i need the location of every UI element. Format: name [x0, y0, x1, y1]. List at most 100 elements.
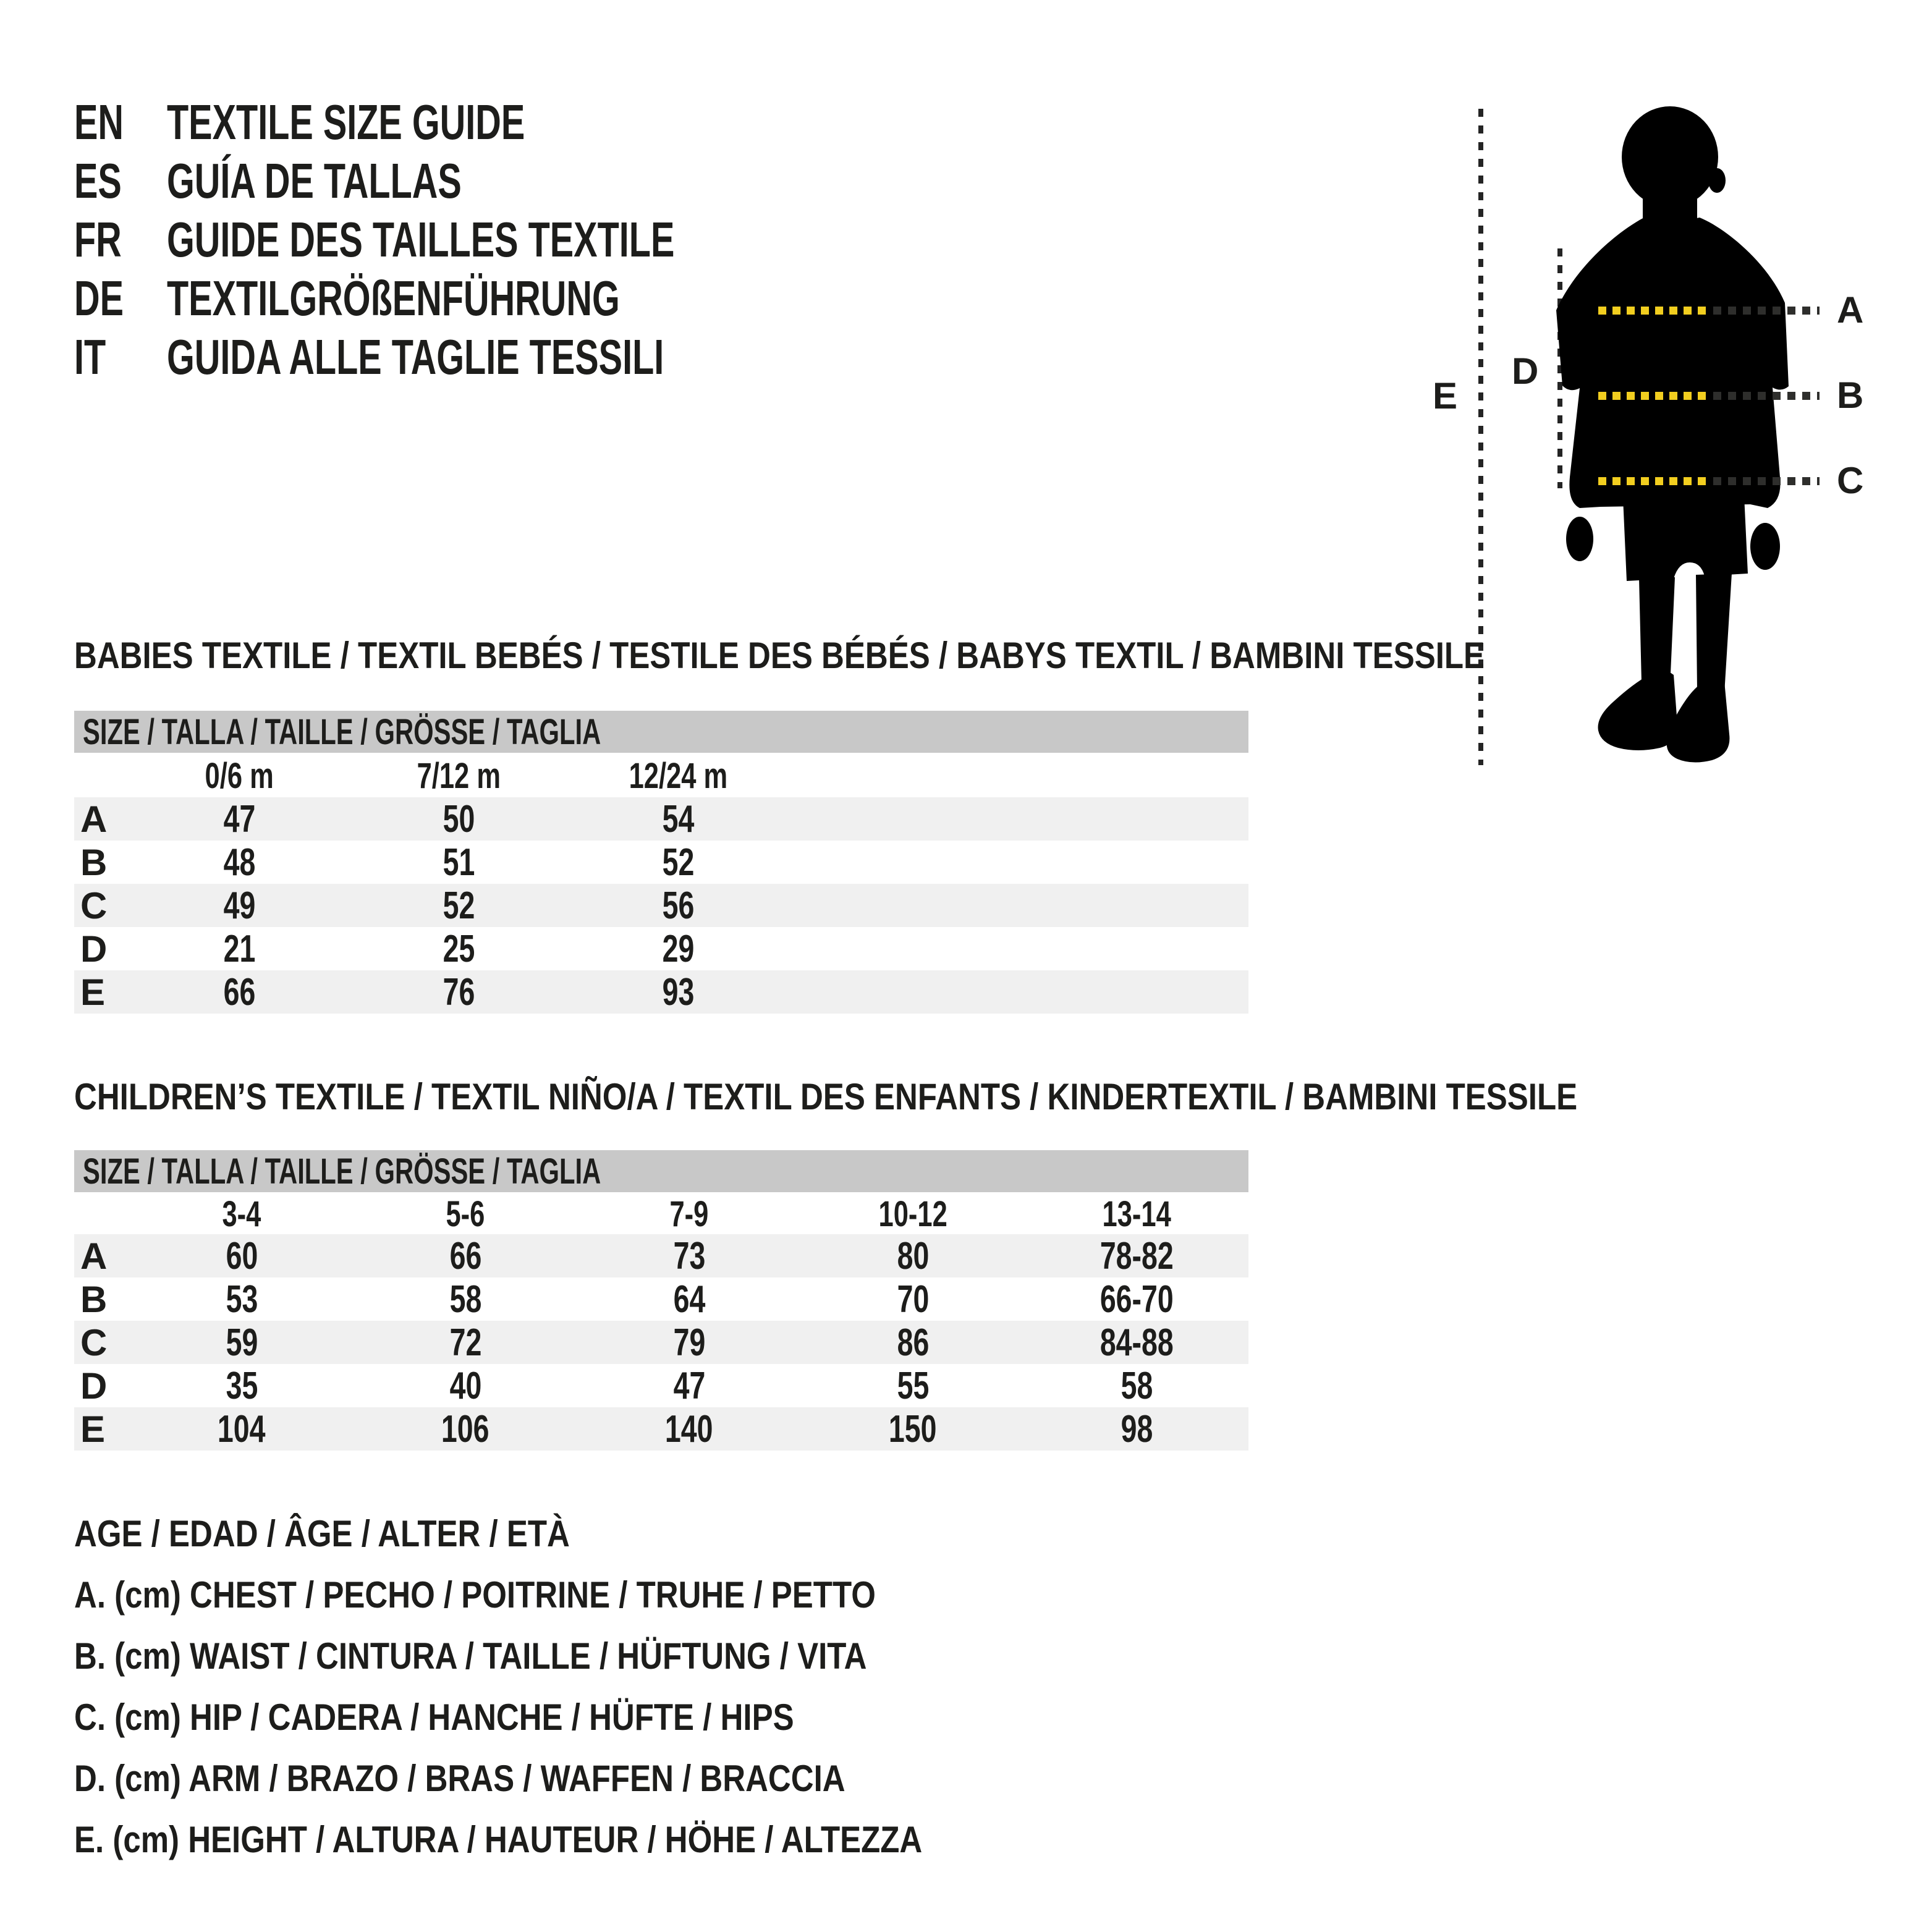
table-row: D 21 25 29 [74, 927, 1248, 970]
legend-line-text: B. (cm) WAIST / CINTURA / TAILLE / HÜFTU… [74, 1635, 867, 1677]
size-cell: 29 [569, 927, 788, 971]
size-cell: 58 [1025, 1364, 1248, 1408]
size-cell: 80 [801, 1234, 1025, 1278]
babies-section-title-text: BABIES TEXTILE / TEXTIL BEBÉS / TESTILE … [74, 635, 1485, 676]
column-header: 7/12 m [349, 755, 569, 797]
column-header: 13-14 [1025, 1193, 1248, 1235]
language-code: EN [74, 94, 124, 150]
column-header-text: 7/12 m [417, 756, 501, 796]
column-header-text: 12/24 m [629, 756, 728, 796]
arm-measure-line [1557, 248, 1562, 488]
row-label: D [80, 1365, 108, 1407]
size-value: 48 [223, 841, 256, 884]
size-cell: 49 [130, 884, 349, 928]
size-value: 35 [226, 1365, 258, 1407]
table-row: B 48 51 52 [74, 841, 1248, 884]
size-value: 73 [673, 1235, 705, 1277]
row-label: B [80, 842, 108, 883]
row-label: E [80, 1409, 106, 1450]
table-row: E 104 106 140 150 98 [74, 1407, 1248, 1451]
language-code: FR [74, 211, 122, 267]
column-header-text: 3-4 [222, 1194, 261, 1234]
size-value: 79 [673, 1321, 705, 1364]
size-value: 104 [218, 1408, 266, 1451]
column-header: 3-4 [130, 1193, 354, 1235]
size-cell: 76 [349, 970, 569, 1014]
size-value: 49 [223, 884, 256, 927]
column-header-text: 0/6 m [205, 756, 274, 796]
language-title: GUIDE DES TAILLES TEXTILE [167, 211, 675, 267]
size-cell: 50 [349, 797, 569, 841]
size-cell: 70 [801, 1277, 1025, 1321]
table-row: D 35 40 47 55 58 [74, 1364, 1248, 1407]
size-cell: 35 [130, 1364, 354, 1408]
size-value: 66 [449, 1235, 481, 1277]
babies-size-header-bar: SIZE / TALLA / TAILLE / GRÖSSE / TAGLIA [74, 711, 1248, 753]
language-row: DE TEXTILGRÖßENFÜHRUNG [74, 269, 872, 328]
language-title-list: EN TEXTILE SIZE GUIDE ES GUÍA DE TALLAS … [74, 93, 872, 386]
legend-line-text: D. (cm) ARM / BRAZO / BRAS / WAFFEN / BR… [74, 1758, 845, 1799]
height-label: E [1433, 375, 1458, 417]
size-cell: 52 [349, 884, 569, 928]
size-cell: 66-70 [1025, 1277, 1248, 1321]
measurement-legend: AGE / EDAD / ÂGE / ALTER / ETÀ A. (cm) C… [74, 1503, 1072, 1870]
size-cell: 78-82 [1025, 1234, 1248, 1278]
size-value: 56 [662, 884, 695, 927]
legend-line-hip: C. (cm) HIP / CADERA / HANCHE / HÜFTE / … [74, 1687, 1072, 1748]
column-header: 10-12 [801, 1193, 1025, 1235]
language-title: GUIDA ALLE TAGLIE TESSILI [167, 329, 664, 384]
row-label: C [80, 1322, 108, 1363]
size-value: 140 [665, 1408, 713, 1451]
size-cell: 47 [577, 1364, 801, 1408]
children-size-header-text: SIZE / TALLA / TAILLE / GRÖSSE / TAGLIA [83, 1151, 601, 1192]
size-cell: 150 [801, 1407, 1025, 1451]
size-value: 98 [1121, 1408, 1153, 1451]
language-title: TEXTILGRÖßENFÜHRUNG [167, 270, 620, 326]
size-cell: 66 [354, 1234, 577, 1278]
size-cell: 106 [354, 1407, 577, 1451]
children-section-title: CHILDREN’S TEXTILE / TEXTIL NIÑO/A / TEX… [74, 1077, 1842, 1117]
size-value: 54 [662, 798, 695, 841]
waist-measure-line-dark [1713, 392, 1820, 400]
column-header: 5-6 [354, 1193, 577, 1235]
size-value: 21 [223, 928, 256, 970]
children-size-header-bar: SIZE / TALLA / TAILLE / GRÖSSE / TAGLIA [74, 1150, 1248, 1192]
size-cell: 140 [577, 1407, 801, 1451]
language-code: ES [74, 153, 122, 208]
language-title: GUÍA DE TALLAS [167, 153, 462, 208]
children-table-body: A 60 66 73 80 78-82 B 53 58 64 70 66-70 … [74, 1234, 1248, 1451]
table-row: B 53 58 64 70 66-70 [74, 1277, 1248, 1321]
row-label: B [80, 1279, 108, 1320]
size-cell: 59 [130, 1321, 354, 1365]
column-header: 0/6 m [130, 755, 349, 797]
size-value: 64 [673, 1278, 705, 1321]
chest-label: A [1837, 289, 1864, 331]
row-label: A [80, 1235, 108, 1277]
legend-line-arm: D. (cm) ARM / BRAZO / BRAS / WAFFEN / BR… [74, 1748, 1072, 1809]
language-row: ES GUÍA DE TALLAS [74, 151, 872, 210]
size-cell: 64 [577, 1277, 801, 1321]
language-row: FR GUIDE DES TAILLES TEXTILE [74, 210, 872, 269]
size-cell: 54 [569, 797, 788, 841]
column-header: 12/24 m [569, 755, 788, 797]
legend-line-text: E. (cm) HEIGHT / ALTURA / HAUTEUR / HÖHE… [74, 1819, 923, 1860]
arm-label: D [1512, 350, 1539, 392]
size-value: 47 [673, 1365, 705, 1407]
size-value: 50 [443, 798, 475, 841]
children-column-header-row: 3-4 5-6 7-9 10-12 13-14 [74, 1193, 1248, 1235]
size-cell: 72 [354, 1321, 577, 1365]
child-silhouette [1556, 106, 1789, 763]
size-cell: 21 [130, 927, 349, 971]
babies-section-title: BABIES TEXTILE / TEXTIL BEBÉS / TESTILE … [74, 635, 1734, 676]
size-value: 84-88 [1099, 1321, 1174, 1364]
language-code: IT [74, 329, 106, 384]
size-value: 53 [226, 1278, 258, 1321]
size-value: 66 [223, 971, 256, 1014]
size-value: 93 [662, 971, 695, 1014]
column-header-text: 7-9 [669, 1194, 709, 1234]
legend-line-text: AGE / EDAD / ÂGE / ALTER / ETÀ [74, 1513, 570, 1554]
row-label: D [80, 928, 108, 970]
size-cell: 60 [130, 1234, 354, 1278]
size-value: 72 [449, 1321, 481, 1364]
legend-line-text: A. (cm) CHEST / PECHO / POITRINE / TRUHE… [74, 1574, 876, 1616]
